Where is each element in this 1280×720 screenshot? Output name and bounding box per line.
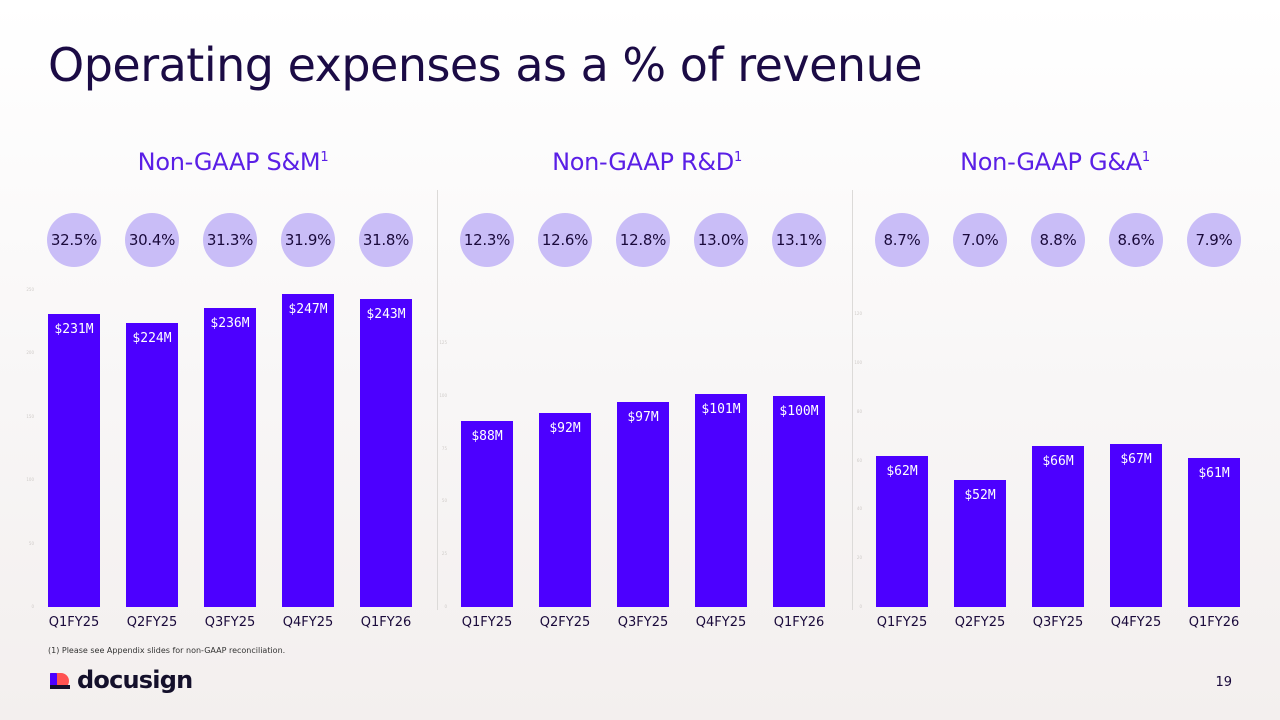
- percent-of-revenue-badge: 13.1%: [772, 213, 826, 267]
- panel-divider: [852, 190, 853, 610]
- y-tick-label: 100: [854, 360, 862, 366]
- panel-divider: [437, 190, 438, 610]
- x-category-label: Q2FY25: [126, 615, 178, 630]
- page-number: 19: [1215, 675, 1232, 690]
- y-tick-label: 75: [441, 445, 447, 451]
- x-category-label: Q1FY26: [1188, 615, 1240, 630]
- x-category-label: Q2FY25: [539, 615, 591, 630]
- y-tick-label: 200: [26, 350, 34, 356]
- footnote-marker: 1: [733, 150, 742, 165]
- percent-of-revenue-badge: 8.6%: [1109, 213, 1163, 267]
- y-tick-label: 60: [856, 457, 862, 463]
- percent-of-revenue-badge: 31.9%: [281, 213, 335, 267]
- percent-of-revenue-badge: 12.3%: [460, 213, 514, 267]
- bar-value-label: $88M: [471, 429, 503, 445]
- y-tick-label: 25: [441, 551, 447, 557]
- y-tick-label: 20: [856, 555, 862, 561]
- y-tick-label: 0: [444, 604, 447, 609]
- x-category-label: Q2FY25: [954, 615, 1006, 630]
- docusign-logo-icon: [50, 673, 70, 689]
- y-tick-label: 250: [26, 287, 34, 292]
- bar-value-label: $100M: [779, 403, 819, 419]
- bar-value-label: $62M: [886, 463, 918, 479]
- bar-value-label: $236M: [210, 315, 250, 331]
- percent-of-revenue-badge: 32.5%: [47, 213, 101, 267]
- y-tick-label: 40: [856, 506, 862, 512]
- x-category-label: Q4FY25: [282, 615, 334, 630]
- bar-value-label: $66M: [1042, 454, 1074, 470]
- x-category-label: Q1FY25: [461, 615, 513, 630]
- bar-value-label: $61M: [1198, 466, 1230, 482]
- bar: [48, 314, 100, 607]
- y-tick-label: 50: [441, 498, 447, 504]
- y-tick-label: 100: [26, 477, 34, 483]
- bar: [876, 455, 928, 607]
- bar: [539, 412, 591, 607]
- x-category-label: Q3FY25: [1032, 615, 1084, 630]
- footnote-marker: 1: [1141, 150, 1150, 165]
- bar-value-label: $243M: [366, 306, 406, 322]
- bar-value-label: $247M: [288, 301, 328, 317]
- footnote: (1) Please see Appendix slides for non-G…: [48, 646, 286, 655]
- percent-of-revenue-badge: 8.7%: [875, 213, 929, 267]
- percent-of-revenue-badge: 12.6%: [538, 213, 592, 267]
- page-title: Operating expenses as a % of revenue: [48, 38, 923, 92]
- bar: [617, 402, 669, 607]
- chart-title-text: Non-GAAP G&A: [960, 148, 1142, 176]
- logo-text: docusign: [77, 666, 193, 694]
- docusign-logo: docusign: [48, 666, 193, 694]
- y-tick-label: 0: [31, 604, 34, 609]
- percent-of-revenue-badge: 12.8%: [616, 213, 670, 267]
- bar-value-label: $231M: [54, 322, 94, 338]
- percent-of-revenue-badge: 7.0%: [953, 213, 1007, 267]
- bar-value-label: $101M: [701, 401, 741, 417]
- chart-title-sm: Non-GAAP S&M1: [38, 148, 428, 176]
- chart-title-rd: Non-GAAP R&D1: [452, 148, 842, 176]
- footnote-marker: 1: [320, 150, 329, 165]
- bar-value-label: $67M: [1120, 451, 1152, 467]
- bar: [204, 307, 256, 607]
- chart-title-text: Non-GAAP R&D: [552, 148, 734, 176]
- bar: [461, 421, 513, 607]
- bar: [954, 480, 1006, 607]
- percent-of-revenue-badge: 8.8%: [1031, 213, 1085, 267]
- x-category-label: Q3FY25: [617, 615, 669, 630]
- percent-of-revenue-badge: 7.9%: [1187, 213, 1241, 267]
- bar: [773, 395, 825, 607]
- percent-of-revenue-badge: 13.0%: [694, 213, 748, 267]
- bar-value-label: $97M: [627, 410, 659, 425]
- percent-of-revenue-badge: 30.4%: [125, 213, 179, 267]
- bar-value-label: $224M: [132, 330, 172, 346]
- y-tick-label: 100: [439, 392, 447, 398]
- percent-of-revenue-badge: 31.3%: [203, 213, 257, 267]
- chart-title-ga: Non-GAAP G&A1: [860, 148, 1250, 176]
- bar: [1032, 446, 1084, 607]
- x-category-label: Q1FY25: [48, 615, 100, 630]
- bar: [282, 293, 334, 607]
- y-tick-label: 125: [439, 339, 447, 345]
- bar: [1188, 458, 1240, 607]
- chart-title-text: Non-GAAP S&M: [137, 148, 321, 176]
- x-category-label: Q1FY26: [773, 615, 825, 630]
- y-tick-label: 150: [26, 413, 34, 419]
- bar: [126, 322, 178, 607]
- x-category-label: Q1FY25: [876, 615, 928, 630]
- bar: [360, 298, 412, 607]
- y-tick-label: 120: [854, 311, 862, 317]
- y-tick-label: 80: [856, 408, 862, 414]
- bar: [695, 393, 747, 607]
- bar-value-label: $92M: [549, 420, 581, 436]
- x-category-label: Q4FY25: [695, 615, 747, 630]
- percent-of-revenue-badge: 31.8%: [359, 213, 413, 267]
- x-category-label: Q3FY25: [204, 615, 256, 630]
- x-category-label: Q1FY26: [360, 615, 412, 630]
- bar-value-label: $52M: [964, 488, 996, 504]
- y-tick-label: 0: [859, 604, 862, 609]
- y-tick-label: 50: [28, 540, 34, 546]
- bar: [1110, 443, 1162, 607]
- x-category-label: Q4FY25: [1110, 615, 1162, 630]
